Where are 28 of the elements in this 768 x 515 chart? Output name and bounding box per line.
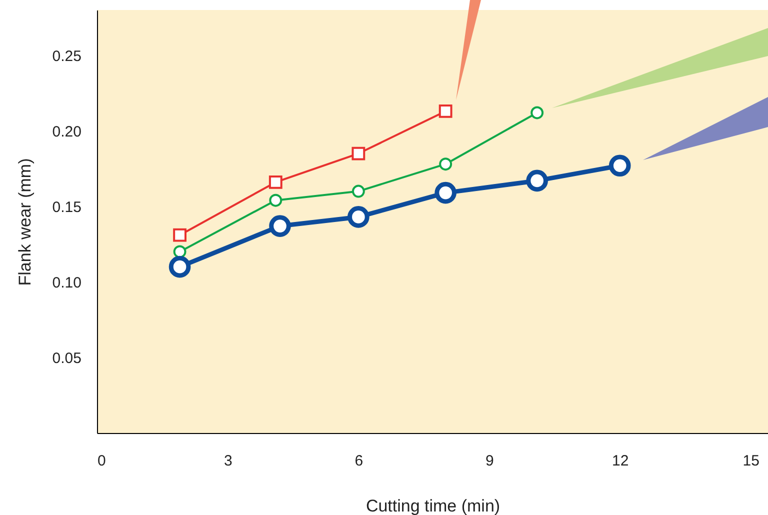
y-tick-label: 0.15 xyxy=(52,198,82,216)
point xyxy=(269,194,282,207)
point xyxy=(352,184,365,198)
x-tick-label: 12 xyxy=(612,452,629,470)
y-tick-label: 0.25 xyxy=(52,48,82,65)
point xyxy=(530,106,544,120)
point xyxy=(439,158,452,171)
x-tick-label: 9 xyxy=(485,452,494,470)
point xyxy=(268,176,282,189)
x-tick-label: 15 xyxy=(742,452,760,470)
point xyxy=(348,206,370,228)
point xyxy=(608,154,631,176)
point xyxy=(526,170,548,192)
y-axis-title: Flank wear (mm) xyxy=(15,158,34,286)
point xyxy=(173,245,186,258)
point xyxy=(352,146,366,160)
point xyxy=(269,215,291,237)
y-tick-label: 0.05 xyxy=(52,350,82,367)
x-axis-title: Cutting time (min) xyxy=(366,496,500,515)
point xyxy=(434,182,456,204)
point xyxy=(438,104,452,118)
x-tick-label: 3 xyxy=(224,452,232,470)
x-tick-label: 0 xyxy=(98,452,106,470)
x-tick-label: 6 xyxy=(354,452,364,470)
point xyxy=(173,228,186,242)
point xyxy=(168,256,191,278)
y-tick-label: 0.10 xyxy=(52,274,82,292)
y-tick-label: 0.20 xyxy=(52,123,82,140)
